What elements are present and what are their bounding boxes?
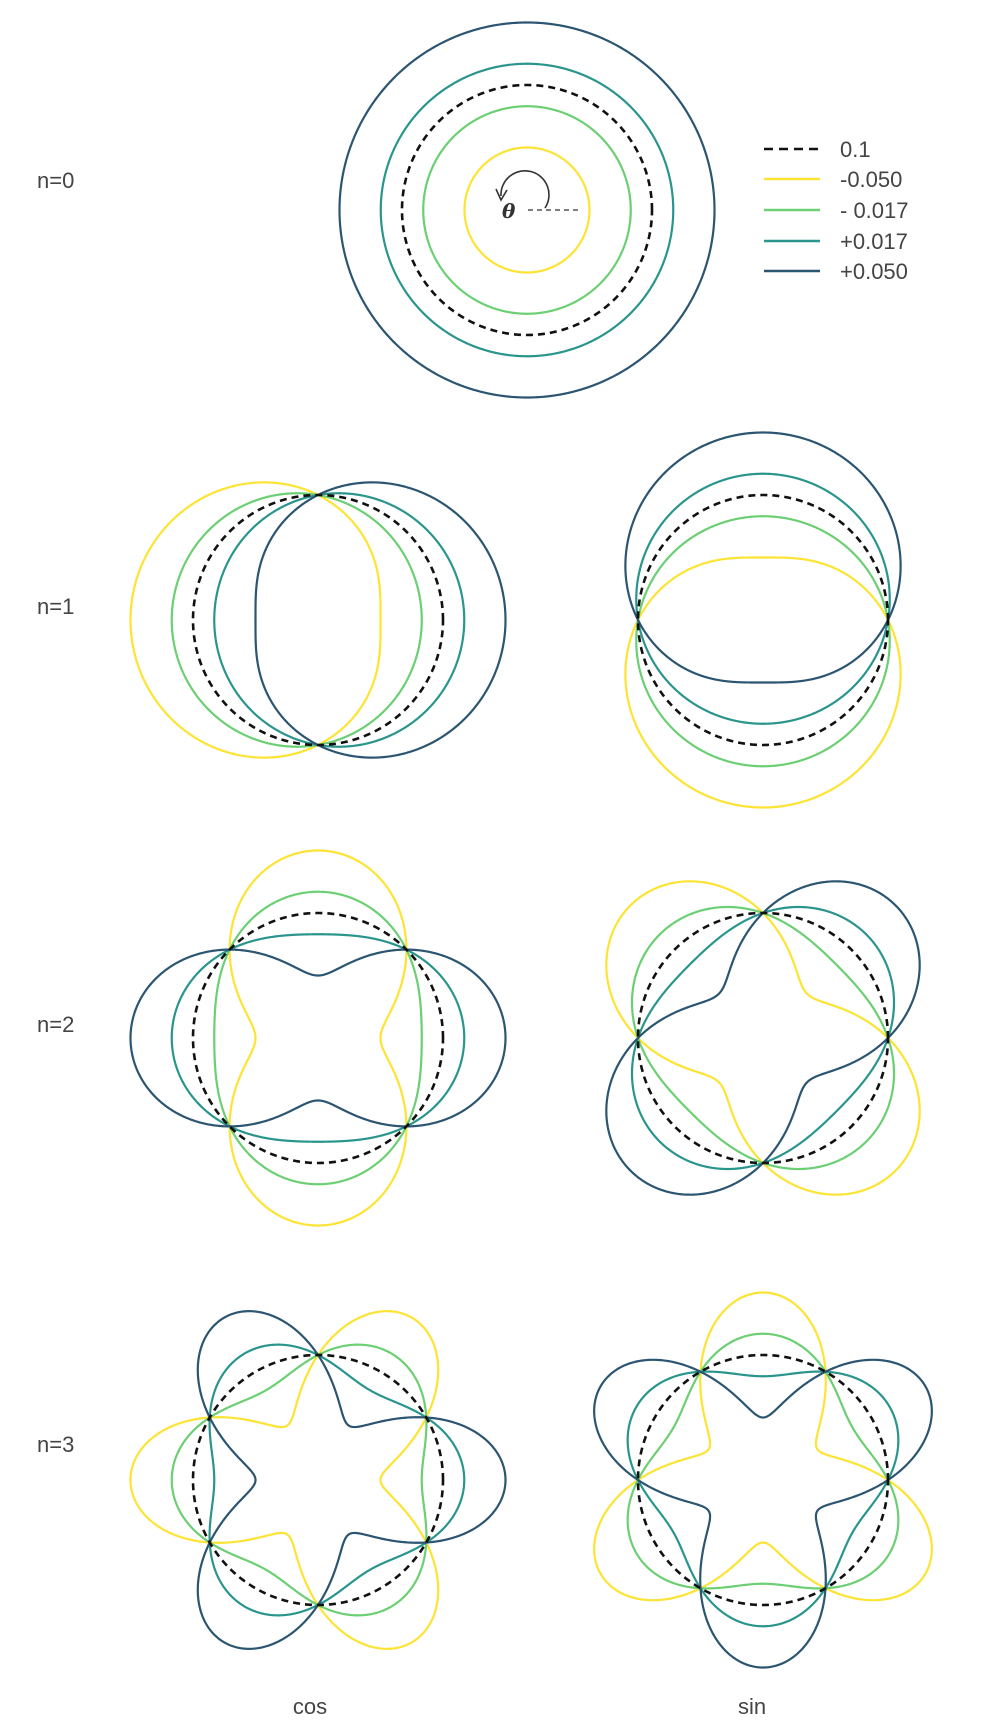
panel-n0: [338, 21, 716, 399]
curve-n0-cos-0.1: [400, 83, 654, 337]
legend-label-0.1: 0.1: [840, 137, 871, 162]
curve-n1-cos-plus0.050: [254, 481, 507, 759]
legend-label-plus-0.017: +0.017: [840, 229, 908, 254]
curve-n2-cos-0.1: [191, 911, 445, 1165]
curve-n1-sin-0.1: [636, 493, 890, 747]
curve-n0-cos-plus0.050: [338, 21, 716, 399]
curve-n3-cos-minus0.017: [170, 1343, 428, 1617]
curve-n2-cos-plus0.050: [129, 948, 507, 1128]
panel-n2-sin: [605, 880, 921, 1196]
panel-n1-cos: [129, 481, 507, 759]
curve-n3-sin-minus0.050: [593, 1291, 933, 1602]
curve-n1-cos-0.1: [191, 493, 445, 747]
curve-n2-cos-plus0.017: [170, 933, 466, 1143]
theta-arc: [500, 169, 550, 209]
row-label-n1: n=1: [37, 594, 74, 619]
legend-label-minus-0.017: - 0.017: [840, 198, 909, 223]
row-label-n3: n=3: [37, 1432, 74, 1457]
curve-n0-cos-minus0.050: [463, 146, 591, 274]
curve-n3-cos-plus0.050: [196, 1310, 507, 1650]
panel-n3-cos: [129, 1310, 507, 1650]
legend: 0.1 -0.050 - 0.017 +0.017 +0.050: [764, 137, 909, 284]
curve-n1-sin-minus0.017: [635, 515, 891, 768]
curve-n2-sin-minus0.050: [605, 880, 921, 1196]
column-label-sin: sin: [738, 1694, 766, 1719]
curve-n0-cos-minus0.017: [422, 105, 632, 315]
row-label-n2: n=2: [37, 1012, 74, 1037]
column-label-cos: cos: [293, 1694, 327, 1719]
curve-n2-sin-0.1: [636, 911, 890, 1165]
theta-annotation: θ: [495, 169, 578, 223]
curve-n1-sin-plus0.050: [624, 431, 902, 684]
curve-n2-sin-plus0.017: [630, 905, 896, 1171]
curve-n0-cos-plus0.017: [379, 62, 675, 358]
theta-symbol: θ: [502, 199, 516, 223]
curve-n3-cos-0.1: [191, 1353, 445, 1607]
curve-n3-cos-minus0.050: [129, 1310, 440, 1650]
curve-n2-cos-minus0.050: [228, 849, 408, 1227]
legend-label-plus-0.050: +0.050: [840, 259, 908, 284]
legend-label-minus-0.050: -0.050: [840, 167, 902, 192]
curve-n3-sin-minus0.017: [626, 1332, 900, 1590]
panel-n1-sin: [624, 431, 902, 809]
panel-n3-sin: [593, 1291, 933, 1669]
curve-n3-sin-plus0.017: [626, 1370, 900, 1628]
theta-arrowhead: [495, 188, 508, 202]
panel-n2-cos: [129, 849, 507, 1227]
curve-n1-cos-plus0.017: [213, 492, 466, 748]
curve-n2-cos-minus0.017: [213, 890, 423, 1186]
curve-n3-sin-plus0.050: [593, 1358, 933, 1669]
row-label-n0: n=0: [37, 168, 74, 193]
curve-n1-cos-minus0.017: [170, 492, 423, 748]
curve-n1-sin-plus0.017: [635, 472, 891, 725]
curve-n2-sin-plus0.050: [605, 880, 921, 1196]
curve-n1-cos-minus0.050: [129, 481, 382, 759]
curve-n3-sin-0.1: [636, 1353, 890, 1607]
curve-n3-cos-plus0.017: [208, 1343, 466, 1617]
curve-n2-sin-minus0.017: [630, 905, 896, 1171]
